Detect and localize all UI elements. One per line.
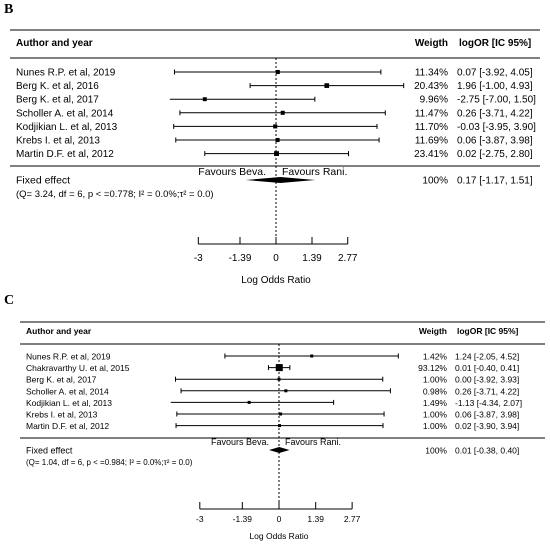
panel-c-study-marker (278, 424, 282, 428)
panel-b-study-marker (275, 137, 280, 143)
panel-b-study-weight: 11.47% (415, 108, 448, 119)
panel-c-pooled-weight: 100% (425, 446, 447, 456)
panel-b-pooled-diamond (245, 177, 316, 183)
panel-b-study-marker (275, 69, 280, 75)
panel-c-x-axis-label: Log Odds Ratio (249, 531, 308, 541)
panel-c-heterogeneity: (Q= 1.04, df = 6, p < =0.984; I² = 0.0%;… (26, 458, 193, 467)
panel-c-study-marker (277, 377, 281, 381)
panel-c-pooled-ci: 0.01 [-0.38, 0.40] (455, 446, 519, 456)
panel-b-study-marker (202, 97, 207, 102)
panel-b-fixed-effect-label: Fixed effect (16, 175, 70, 187)
panel-b-study-name: Berg K. et al, 2016 (16, 81, 99, 92)
panel-b-header-author: Author and year (16, 38, 93, 49)
panel-b-study-name: Martin D.F. et al, 2012 (16, 149, 114, 160)
panel-b-study-ci: -2.75 [-7.00, 1.50] (457, 95, 536, 106)
panel-c-header-ci: logOR [IC 95%] (457, 326, 519, 336)
panel-b-study-ci: 0.02 [-2.75, 2.80] (457, 149, 533, 160)
panel-c-study-ci: 0.00 [-3.92, 3.93] (455, 375, 519, 385)
panel-c-study-name: Berg K. et al, 2017 (26, 375, 97, 385)
panel-b-study-ci: 0.07 [-3.92, 4.05] (457, 68, 533, 79)
panel-b-study-name: Nunes R.P. et al, 2019 (16, 68, 116, 79)
panel-b-study-marker (274, 151, 279, 157)
panel-b-study-weight: 11.69% (415, 136, 448, 147)
panel-b-x-tick-label: 0 (273, 253, 279, 264)
panel-c-study-ci: 0.01 [-0.40, 0.41] (455, 363, 519, 373)
panel-c-fixed-effect-label: Fixed effect (26, 446, 73, 456)
panel-c-x-tick-label: 0 (277, 514, 282, 524)
panel-c-study-marker (247, 400, 251, 404)
panel-b-study-name: Kodjikian L. et al, 2013 (16, 122, 118, 133)
panel-b-study-ci: -0.03 [-3.95, 3.90] (457, 122, 536, 133)
panel-b-study-name: Krebs I. et al, 2013 (16, 136, 100, 147)
panel-c-study-name: Kodjikian L. et al, 2013 (26, 398, 112, 408)
panel-c-study-weight: 1.00% (423, 375, 448, 385)
panel-b-study-weight: 20.43% (414, 81, 448, 92)
panel-c-study-weight: 1.00% (423, 410, 448, 420)
panel-b-study-weight: 9.96% (420, 95, 448, 106)
panel-c-study-ci: 0.02 [-3.90, 3.94] (455, 421, 519, 431)
panel-b-x-axis-label: Log Odds Ratio (241, 275, 311, 286)
panel-b-study-name: Scholler A. et al, 2014 (16, 108, 114, 119)
panel-c-x-tick-label: 1.39 (307, 514, 324, 524)
panel-b-x-tick-label: 2.77 (338, 253, 358, 264)
panel-c-x-tick-label: 2.77 (344, 514, 361, 524)
panel-b-favours-right: Favours Rani. (282, 166, 347, 178)
panel-c-study-name: Krebs I. et al, 2013 (26, 410, 98, 420)
panel-c-study-weight: 93.12% (418, 363, 447, 373)
panel-b-study-ci: 1.96 [-1.00, 4.93] (457, 81, 533, 92)
panel-b-pooled-ci: 0.17 [-1.17, 1.51] (457, 176, 533, 187)
panel-b-header-ci: logOR [IC 95%] (459, 38, 531, 49)
panel-c-study-marker (275, 364, 283, 372)
panel-b-favours-left: Favours Beva. (198, 166, 266, 178)
panel-c-study-weight: 0.98% (423, 386, 448, 396)
panel-c-study-name: Martin D.F. et al, 2012 (26, 421, 109, 431)
panel-c-study-ci: -1.13 [-4.34, 2.07] (455, 398, 522, 408)
panel-c-study-name: Nunes R.P. et al, 2019 (26, 352, 111, 362)
panel-b-x-tick-label: -3 (194, 253, 203, 264)
panel-b-study-marker (324, 83, 330, 88)
panel-c-study-weight: 1.49% (423, 398, 448, 408)
panel-b-study-ci: 0.26 [-3.71, 4.22] (457, 108, 533, 119)
panel-c-favours-left: Favours Beva. (211, 437, 269, 447)
panel-c-header-author: Author and year (26, 326, 92, 336)
panel-c-study-marker (284, 389, 288, 393)
panel-c-letter: C (4, 293, 15, 308)
panel-b-study-marker (280, 110, 285, 115)
panel-c-favours-right: Favours Rani. (285, 437, 341, 447)
panel-c-study-name: Chakravarthy U. et al, 2015 (26, 363, 130, 373)
panel-b-pooled-weight: 100% (422, 176, 448, 187)
panel-b-header-weight: Weigth (415, 38, 448, 49)
panel-b-x-tick-label: 1.39 (302, 253, 322, 264)
panel-b-study-name: Berg K. et al, 2017 (16, 95, 99, 106)
panel-b-letter: B (4, 2, 14, 17)
panel-b-study-weight: 11.34% (415, 68, 448, 79)
panel-c-pooled-diamond (268, 447, 290, 453)
panel-c-study-ci: 0.06 [-3.87, 3.98] (455, 410, 519, 420)
panel-c-study-ci: 0.26 [-3.71, 4.22] (455, 386, 519, 396)
panel-b-study-weight: 11.70% (415, 122, 448, 133)
panel-c-study-ci: 1.24 [-2.05, 4.52] (455, 352, 519, 362)
panel-b-heterogeneity: (Q= 3.24, df = 6, p < =0.778; I² = 0.0%;… (16, 189, 214, 200)
panel-b-study-marker (273, 124, 278, 129)
panel-b-study-ci: 0.06 [-3.87, 3.98] (457, 136, 533, 147)
panel-b-x-tick-label: -1.39 (229, 253, 252, 264)
panel-c-x-tick-label: -1.39 (233, 514, 253, 524)
panel-c-study-marker (310, 354, 314, 358)
panel-c-study-name: Scholler A. et al, 2014 (26, 386, 109, 396)
panel-c-study-weight: 1.42% (423, 352, 448, 362)
panel-c-header-weight: Weigth (419, 326, 447, 336)
panel-c-x-tick-label: -3 (196, 514, 204, 524)
panel-b-study-weight: 23.41% (414, 149, 448, 160)
panel-c-study-weight: 1.00% (423, 421, 448, 431)
panel-c-study-marker (279, 412, 283, 416)
